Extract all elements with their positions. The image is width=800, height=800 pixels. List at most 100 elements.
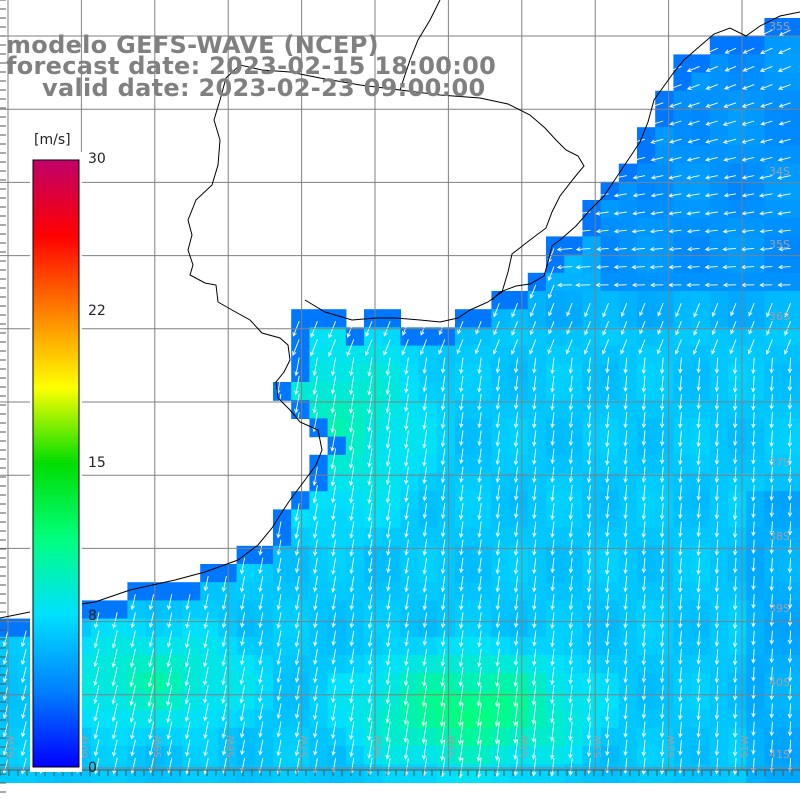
wind-speed-cell	[291, 655, 310, 674]
wind-arrow	[493, 302, 500, 318]
wind-speed-cell	[600, 181, 620, 201]
wind-speed-cell	[455, 618, 474, 638]
wind-speed-cell	[709, 72, 729, 92]
wind-arrow	[494, 703, 500, 727]
wind-arrow	[367, 466, 373, 486]
wind-arrow	[777, 65, 791, 73]
wind-arrow	[511, 321, 519, 336]
wind-speed-cell	[309, 382, 329, 401]
wind-arrow	[631, 247, 646, 252]
wind-arrow	[751, 703, 756, 718]
wind-arrow	[650, 175, 664, 180]
wind-arrow	[20, 630, 27, 648]
wind-arrow	[732, 685, 738, 701]
wind-speed-cell	[109, 764, 128, 783]
wind-arrow	[769, 430, 774, 448]
wind-speed-cell	[691, 545, 711, 565]
wind-speed-cell	[382, 491, 401, 510]
wind-arrow	[258, 630, 264, 647]
wind-speed-cell	[782, 691, 800, 711]
wind-speed-cell	[382, 327, 401, 347]
wind-speed-cell	[364, 564, 383, 583]
wind-speed-cell	[764, 181, 784, 201]
wind-speed-cell	[691, 564, 711, 583]
wind-arrow	[385, 666, 391, 686]
wind-speed-cell	[291, 491, 310, 510]
wind-speed-cell	[764, 527, 784, 547]
wind-arrow	[641, 757, 646, 775]
wind-speed-cell	[764, 691, 784, 711]
wind-arrow	[668, 84, 682, 90]
wind-arrow	[532, 557, 537, 575]
wind-arrow	[732, 357, 738, 375]
legend-tick-8: 8	[88, 608, 97, 624]
wind-arrow	[331, 503, 337, 521]
wind-speed-cell	[564, 345, 583, 365]
wind-speed-cell	[655, 291, 674, 310]
wind-arrow	[586, 448, 592, 466]
wind-arrow	[477, 575, 482, 592]
wind-arrow	[722, 120, 737, 126]
wind-speed-cell	[418, 600, 438, 620]
wind-arrow	[620, 302, 628, 318]
wind-arrow	[605, 575, 610, 593]
wind-arrow	[258, 539, 264, 556]
wind-speed-cell	[291, 382, 310, 401]
wind-arrow	[704, 211, 718, 216]
wind-arrow	[2, 703, 9, 719]
wind-arrow	[722, 229, 737, 234]
wind-speed-cell	[600, 400, 620, 419]
wind-arrow	[769, 685, 774, 701]
wind-speed-cell	[509, 382, 529, 401]
wind-speed-cell	[746, 72, 765, 92]
wind-speed-cell	[782, 236, 800, 256]
wind-speed-cell	[655, 673, 674, 692]
wind-speed-cell	[655, 509, 674, 529]
wind-arrow	[769, 484, 774, 502]
wind-speed-cell	[673, 564, 693, 583]
wind-arrow	[147, 703, 155, 724]
wind-arrow	[787, 757, 793, 772]
wind-arrow	[586, 466, 592, 484]
lon-label: 58W	[226, 735, 237, 758]
wind-arrow	[751, 630, 756, 646]
wind-speed-cell	[746, 109, 765, 128]
wind-speed-cell	[764, 746, 784, 765]
wind-arrow	[459, 448, 464, 465]
wind-arrow	[276, 739, 282, 757]
wind-speed-cell	[782, 145, 800, 165]
wind-arrow	[605, 393, 610, 410]
wind-arrow	[476, 739, 482, 762]
wind-arrow	[440, 612, 446, 629]
wind-arrow	[586, 739, 592, 758]
wind-arrow	[458, 703, 464, 727]
wind-speed-cell	[455, 673, 474, 692]
wind-arrow	[349, 612, 355, 629]
wind-arrow	[623, 412, 628, 429]
wind-arrow	[276, 648, 282, 666]
wind-arrow	[331, 557, 337, 575]
wind-speed-cell	[637, 564, 656, 583]
wind-speed-cell	[273, 691, 292, 711]
wind-arrow	[2, 721, 9, 738]
wind-arrow	[386, 539, 391, 556]
lon-label: 54W	[520, 735, 531, 758]
wind-arrow	[787, 466, 793, 484]
wind-speed-cell	[473, 345, 492, 365]
wind-speed-cell	[746, 127, 765, 146]
wind-arrow	[93, 630, 100, 649]
wind-speed-cell	[0, 618, 19, 638]
wind-speed-cell	[691, 363, 711, 383]
wind-arrow	[759, 65, 773, 73]
wind-arrow	[732, 648, 738, 666]
wind-speed-cell	[200, 709, 219, 729]
wind-speed-cell	[782, 382, 800, 401]
wind-speed-cell	[273, 564, 292, 583]
wind-speed-cell	[746, 236, 765, 256]
wind-arrow	[686, 47, 700, 55]
wind-speed-cell	[418, 727, 438, 747]
wind-arrow	[403, 739, 409, 760]
wind-speed-cell	[382, 727, 401, 747]
wind-speed-cell	[600, 655, 620, 674]
wind-speed-cell	[709, 109, 729, 128]
